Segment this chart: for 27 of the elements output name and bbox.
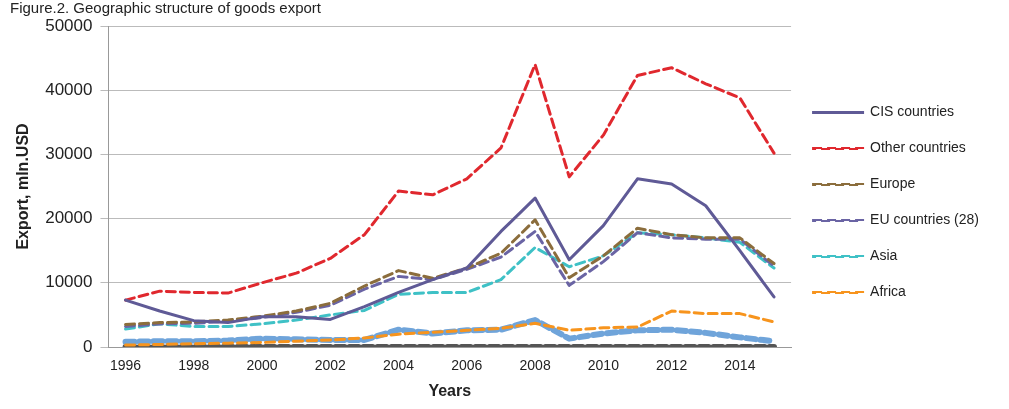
- legend-label: Europe: [870, 175, 916, 192]
- y-tick-label: 20000: [45, 208, 93, 228]
- x-tick-label: 1996: [109, 357, 142, 374]
- legend-label: Other countries: [870, 139, 966, 156]
- line-series: [124, 309, 776, 347]
- x-tick-label: 2012: [656, 357, 688, 374]
- legend-label: Asia: [870, 247, 898, 264]
- legend-label: Africa: [870, 283, 907, 300]
- chart-title: Figure.2. Geographic structure of goods export: [10, 0, 322, 17]
- x-tick-label: 2006: [451, 357, 483, 374]
- x-tick-label: 2014: [724, 357, 756, 374]
- legend-label: EU countries (28): [870, 211, 980, 228]
- x-tick-label: 1998: [178, 357, 210, 374]
- y-tick-label: 10000: [45, 272, 93, 292]
- x-tick-label: 2010: [587, 357, 620, 374]
- x-tick-label: 2004: [383, 357, 415, 374]
- y-tick-label: 40000: [45, 79, 93, 99]
- y-tick-label: 50000: [45, 15, 93, 35]
- y-axis-title: Export, mln.USD: [14, 123, 32, 250]
- y-tick-label: 0: [83, 336, 93, 356]
- line-series: [124, 63, 776, 302]
- y-tick-label: 30000: [45, 144, 93, 164]
- x-tick-label: 2000: [246, 357, 278, 374]
- x-tick-label: 2008: [519, 357, 551, 374]
- legend-label: CIS countries: [870, 103, 955, 120]
- x-tick-label: 2002: [314, 357, 347, 374]
- x-axis-title: Years: [428, 381, 472, 399]
